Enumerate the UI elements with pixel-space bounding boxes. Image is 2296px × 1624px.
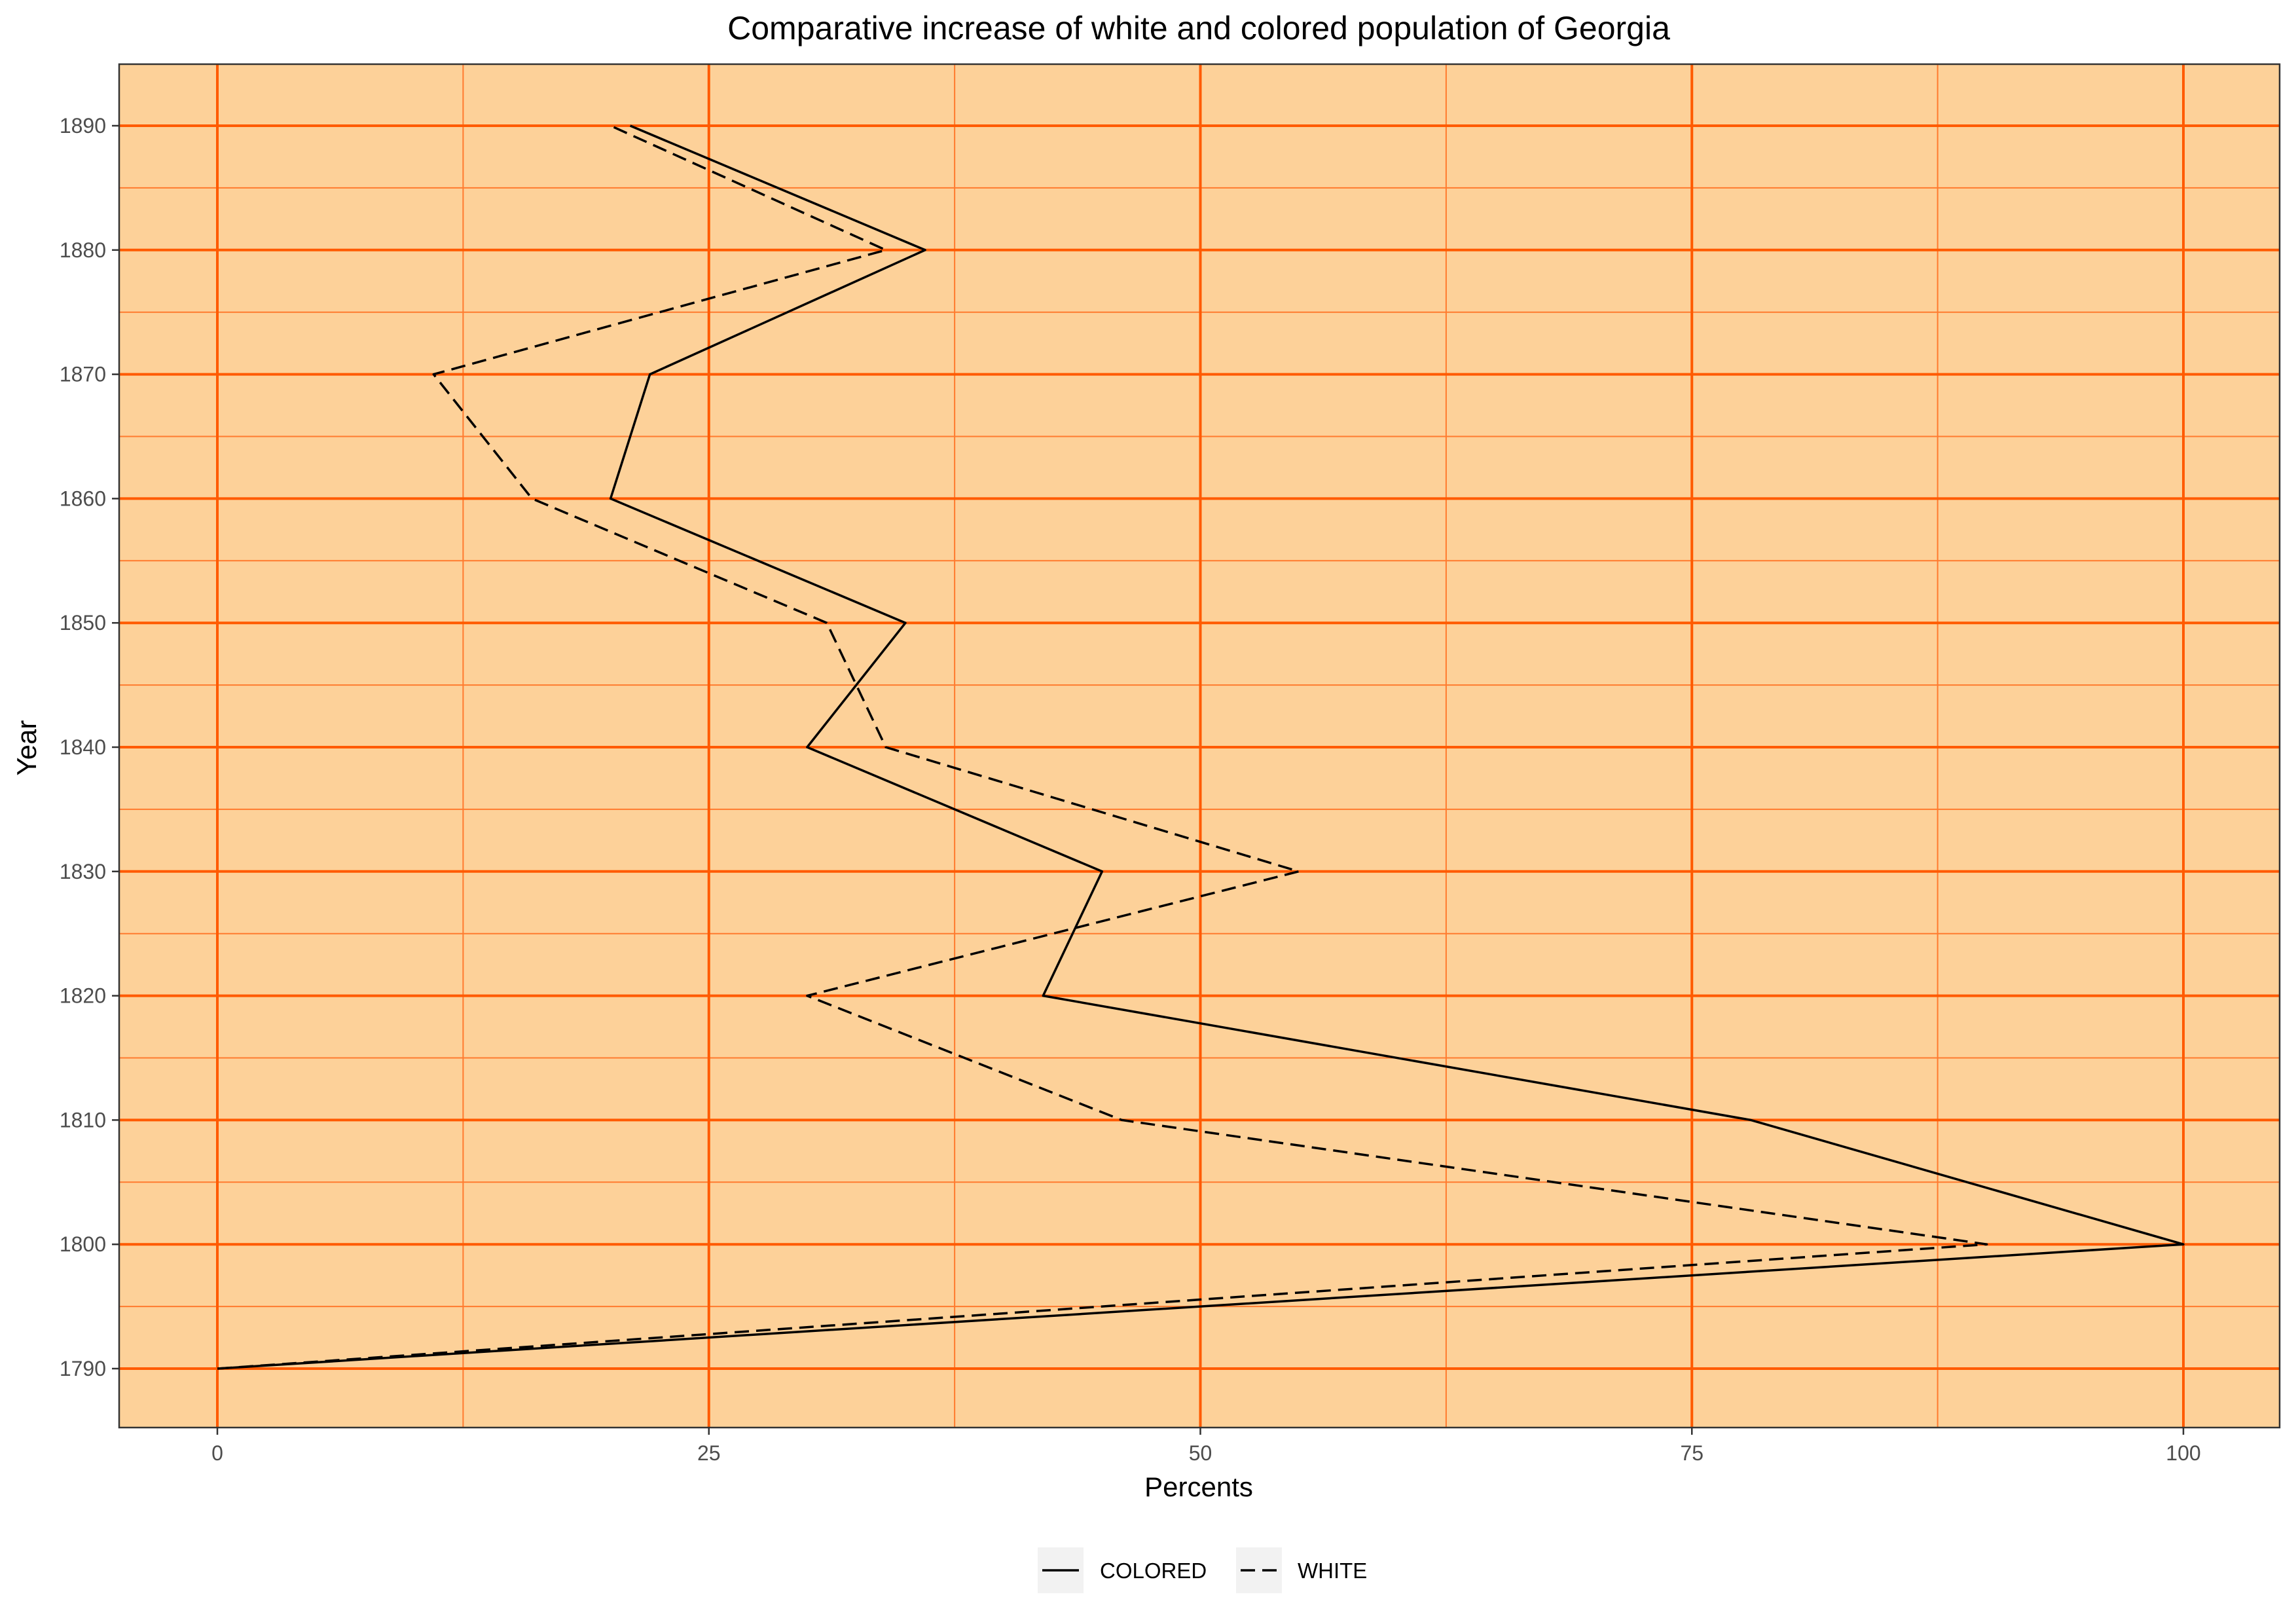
y-tick-label: 1810 [60,1108,106,1132]
x-tick-label: 75 [1680,1441,1704,1465]
y-tick-label: 1820 [60,984,106,1008]
legend-label-white: WHITE [1298,1559,1367,1583]
y-tick-label: 1790 [60,1357,106,1380]
y-tick-label: 1860 [60,487,106,510]
y-tick-label: 1890 [60,114,106,138]
x-axis-title: Percents [1144,1471,1253,1502]
y-tick-label: 1880 [60,238,106,262]
y-tick-label: 1850 [60,611,106,635]
y-axis: 1790 1800 1810 1820 1830 1840 1850 1860 1870 1880… [60,114,119,1380]
y-tick-label: 1840 [60,735,106,759]
x-tick-label: 50 [1189,1441,1212,1465]
x-tick-label: 25 [697,1441,721,1465]
plot-border [118,63,2281,1429]
legend: COLORED WHITE [1038,1547,1367,1593]
x-tick-label: 100 [2166,1441,2200,1465]
chart-title: Comparative increase of white and colore… [727,10,1670,46]
grid-major [119,64,2280,1428]
y-axis-title: Year [11,720,42,776]
series-line-white [217,124,1988,1370]
x-axis: 0 25 50 75 100 [211,1428,2201,1465]
x-tick-label: 0 [211,1441,223,1465]
y-tick-label: 1800 [60,1232,106,1256]
y-tick-label: 1830 [60,860,106,883]
y-tick-label: 1870 [60,363,106,386]
series-line-colored [217,124,2185,1370]
legend-label-colored: COLORED [1100,1559,1207,1583]
series-layer [217,124,2185,1370]
